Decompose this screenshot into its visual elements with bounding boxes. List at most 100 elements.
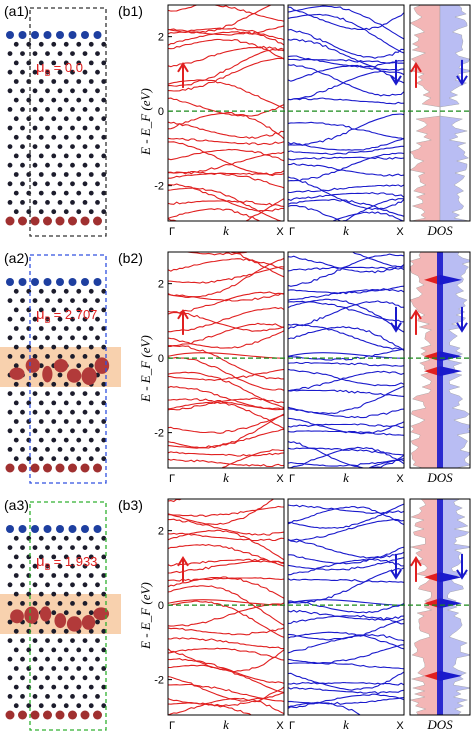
band-line bbox=[288, 64, 404, 84]
carbon-atom bbox=[88, 288, 94, 294]
band-line bbox=[168, 532, 284, 542]
band-panel-label: (b3) bbox=[118, 497, 143, 513]
y-tick-label: 0 bbox=[158, 600, 164, 612]
carbon-atom bbox=[26, 456, 32, 462]
spin-density-blob bbox=[66, 616, 82, 632]
carbon-atom bbox=[32, 335, 38, 341]
spin-up-arrow bbox=[177, 62, 189, 88]
spin-density-blob bbox=[94, 357, 110, 374]
carbon-atom bbox=[32, 200, 38, 205]
carbon-atom bbox=[63, 190, 69, 196]
edge-atom-top bbox=[6, 31, 14, 39]
carbon-atom bbox=[7, 125, 13, 131]
carbon-atom bbox=[76, 666, 82, 671]
carbon-atom bbox=[13, 437, 19, 443]
band-line bbox=[288, 255, 404, 274]
carbon-atom bbox=[32, 181, 38, 187]
carbon-atom bbox=[51, 172, 57, 177]
carbon-atom bbox=[38, 41, 44, 47]
carbon-atom bbox=[13, 554, 19, 560]
carbon-atom bbox=[32, 447, 38, 452]
carbon-atom bbox=[76, 381, 82, 387]
carbon-atom bbox=[101, 326, 107, 331]
carbon-atom bbox=[7, 447, 13, 452]
band-line bbox=[182, 252, 248, 256]
band-line bbox=[168, 257, 284, 298]
carbon-atom bbox=[38, 419, 44, 424]
edge-atom-top bbox=[68, 525, 77, 533]
carbon-atom bbox=[82, 545, 88, 550]
band-line bbox=[168, 38, 284, 60]
band-line bbox=[168, 413, 284, 449]
spin-density-blob bbox=[81, 615, 96, 630]
y-tick-label: -2 bbox=[154, 181, 164, 193]
carbon-atom bbox=[63, 419, 69, 424]
carbon-atom bbox=[76, 591, 82, 597]
dos-axis-label: DOS bbox=[426, 470, 453, 485]
band-line bbox=[288, 567, 404, 604]
carbon-atom bbox=[38, 116, 44, 122]
carbon-atom bbox=[63, 437, 69, 443]
band-line bbox=[288, 631, 404, 650]
band-line bbox=[168, 187, 283, 221]
spin-up-bands bbox=[168, 499, 284, 715]
mu-value: = 2.707 bbox=[54, 307, 98, 322]
carbon-atom bbox=[101, 573, 107, 578]
carbon-atom bbox=[57, 656, 63, 662]
carbon-atom bbox=[38, 153, 44, 159]
carbon-atom bbox=[95, 335, 100, 341]
edge-atom-bottom bbox=[93, 463, 102, 473]
carbon-atom bbox=[76, 326, 82, 331]
band-line bbox=[168, 266, 284, 284]
dos-spin-up bbox=[410, 499, 441, 715]
dos-peak-down bbox=[440, 572, 462, 583]
carbon-atom bbox=[13, 666, 19, 671]
carbon-atom bbox=[51, 60, 57, 66]
carbon-atom bbox=[88, 134, 94, 140]
band-line bbox=[288, 113, 404, 146]
spin-down-arrow bbox=[390, 553, 402, 580]
band-line bbox=[288, 137, 404, 151]
carbon-atom bbox=[51, 190, 57, 196]
carbon-atom bbox=[76, 41, 82, 47]
spin-up-frame bbox=[167, 4, 285, 222]
carbon-atom bbox=[82, 638, 88, 643]
carbon-atom bbox=[63, 172, 69, 177]
carbon-atom bbox=[70, 409, 75, 415]
carbon-atom bbox=[20, 144, 25, 150]
spin-down-frame bbox=[287, 498, 405, 716]
band-line bbox=[288, 361, 404, 367]
carbon-atom bbox=[38, 535, 44, 541]
band-line bbox=[288, 326, 404, 351]
carbon-atom bbox=[76, 209, 82, 215]
carbon-atom bbox=[82, 335, 88, 341]
carbon-atom bbox=[82, 582, 88, 588]
carbon-atom bbox=[70, 563, 75, 569]
carbon-atom bbox=[63, 400, 69, 406]
band-line bbox=[168, 148, 284, 162]
x-tick-label: X bbox=[396, 720, 404, 732]
carbon-atom bbox=[101, 666, 107, 671]
y-axis-label: E - E_F (eV) bbox=[138, 582, 153, 650]
carbon-atom bbox=[51, 456, 57, 462]
carbon-atom bbox=[38, 97, 44, 103]
carbon-atom bbox=[51, 703, 57, 709]
band-line bbox=[288, 370, 404, 392]
carbon-atom bbox=[70, 354, 75, 359]
carbon-atom bbox=[20, 638, 25, 643]
carbon-atom bbox=[7, 181, 13, 187]
structure-panel-1: (a1) μB = 0.0 bbox=[4, 3, 107, 237]
edge-atom-bottom bbox=[68, 216, 77, 226]
carbon-atom bbox=[51, 116, 57, 122]
carbon-atom bbox=[76, 437, 82, 443]
edge-atom-bottom bbox=[93, 710, 102, 720]
carbon-atom bbox=[32, 372, 38, 378]
x-tick-label: Γ bbox=[289, 226, 295, 238]
carbon-atom bbox=[51, 419, 57, 424]
band-line bbox=[168, 97, 284, 117]
carbon-atom bbox=[20, 107, 25, 112]
carbon-atom bbox=[32, 298, 38, 303]
carbon-atom bbox=[38, 628, 44, 634]
carbon-atom bbox=[57, 200, 63, 205]
edge-atom-top bbox=[43, 278, 52, 286]
